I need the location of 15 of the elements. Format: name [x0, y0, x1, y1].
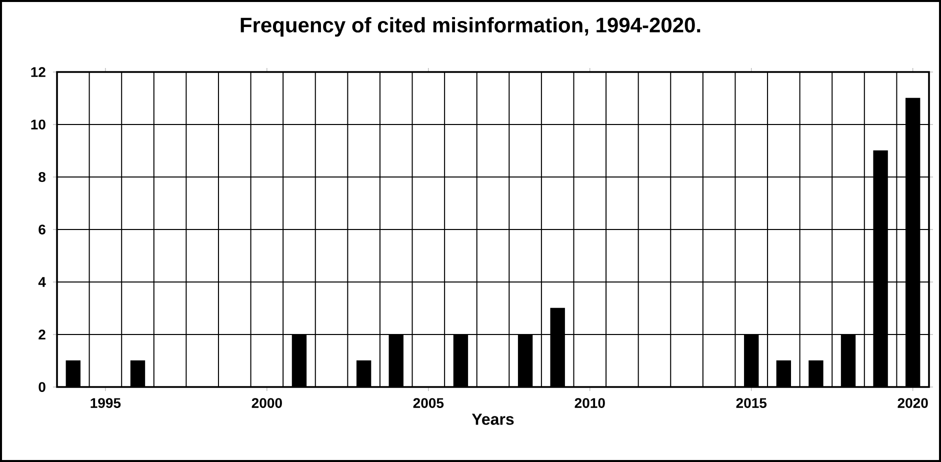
y-tick-label: 4	[38, 277, 46, 287]
x-tick-label: 2015	[736, 398, 767, 408]
x-tick-label: 2010	[574, 398, 605, 408]
x-tick-label: 1995	[90, 398, 121, 408]
x-tick-label: 2020	[898, 398, 928, 408]
chart-title: Frequency of cited misinformation, 1994-2020.	[240, 17, 700, 37]
x-axis-title: Years	[472, 414, 514, 425]
y-tick-label: 6	[38, 224, 46, 234]
y-tick-label: 10	[31, 120, 46, 130]
x-tick-label: 2005	[413, 398, 444, 408]
y-tick-label: 12	[31, 67, 46, 77]
y-tick-label: 2	[38, 330, 46, 340]
y-tick-label: 8	[38, 172, 46, 182]
y-tick-label: 0	[38, 382, 46, 392]
x-tick-label: 2000	[252, 398, 282, 408]
